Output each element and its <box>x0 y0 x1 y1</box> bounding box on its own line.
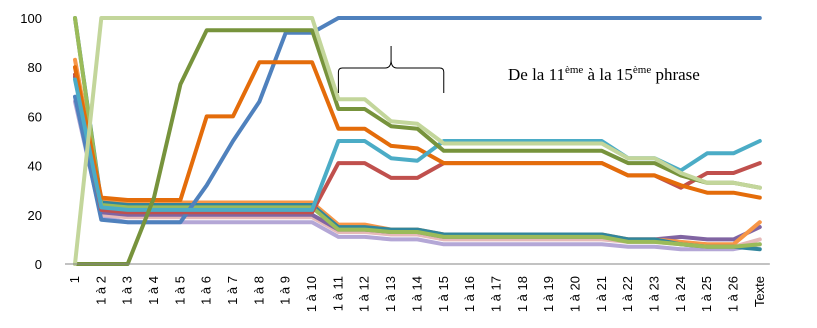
x-tick-label: 1 à 12 <box>357 276 372 312</box>
series-line-1 <box>73 99 762 252</box>
x-tick-label: 1 à 14 <box>409 276 424 312</box>
annotation-text-middle: à la 15 <box>583 65 633 84</box>
x-tick-label: 1 à 15 <box>436 276 451 312</box>
y-tick-label: 80 <box>28 60 42 75</box>
annotation: De la 11ème à la 15ème phrase <box>337 46 700 93</box>
series-layer <box>73 16 762 266</box>
x-tick-label: 1 à 9 <box>278 276 293 305</box>
series-line-12 <box>73 16 762 266</box>
y-tick-labels: 0 20 40 60 80 100 <box>20 11 42 272</box>
annotation-text-after: phrase <box>651 65 700 84</box>
x-tick-label: 1 à 17 <box>488 276 503 312</box>
series-line-5 <box>73 16 762 252</box>
x-tick-label: 1 à 7 <box>225 276 240 305</box>
y-tick-label: 60 <box>28 109 42 124</box>
x-tick-label: 1 à 8 <box>251 276 266 305</box>
x-tick-label: 1 à 16 <box>462 276 477 312</box>
series-line-9 <box>73 60 762 202</box>
series-line-7 <box>73 16 762 225</box>
y-tick-label: 40 <box>28 159 42 174</box>
x-tick-label: Texte <box>752 276 767 307</box>
annotation-sup-2: ème <box>633 64 651 76</box>
x-tick-label: 1 à 13 <box>383 276 398 312</box>
x-tick-label: 1 à 25 <box>699 276 714 312</box>
x-tick-label: 1 à 5 <box>172 276 187 305</box>
x-tick-label: 1 à 4 <box>146 276 161 305</box>
x-tick-label: 1 à 3 <box>120 276 135 305</box>
x-tick-label: 1 à 6 <box>199 276 214 305</box>
x-tick-label: 1 à 18 <box>515 276 530 312</box>
annotation-text-before: De la 11 <box>508 65 565 84</box>
y-tick-label: 100 <box>20 11 42 26</box>
annotation-text: De la 11ème à la 15ème phrase <box>508 64 700 84</box>
x-tick-label: 1 à 26 <box>726 276 741 312</box>
x-tick-label: 1 à 23 <box>646 276 661 312</box>
y-tick-label: 0 <box>35 257 42 272</box>
annotation-sup-1: ème <box>565 64 583 76</box>
x-tick-label: 1 à 21 <box>594 276 609 312</box>
x-tick-label: 1 à 22 <box>620 276 635 312</box>
y-tick-label: 20 <box>28 208 42 223</box>
x-tick-label: 1 à 2 <box>93 276 108 305</box>
x-tick-label: 1 à 24 <box>673 276 688 312</box>
x-tick-label: 1 à 20 <box>567 276 582 312</box>
x-tick-label: 1 <box>67 276 82 283</box>
series-line-11 <box>73 28 762 266</box>
annotation-bracket <box>337 46 445 93</box>
x-tick-label: 1 à 11 <box>330 276 345 311</box>
x-tick-label: 1 à 19 <box>541 276 556 312</box>
x-tick-label: 1 à 10 <box>304 276 319 312</box>
x-tick-labels: 1 1 à 2 1 à 3 1 à 4 1 à 5 1 à 6 1 à 7 1 à 8 1 à … <box>67 276 767 312</box>
